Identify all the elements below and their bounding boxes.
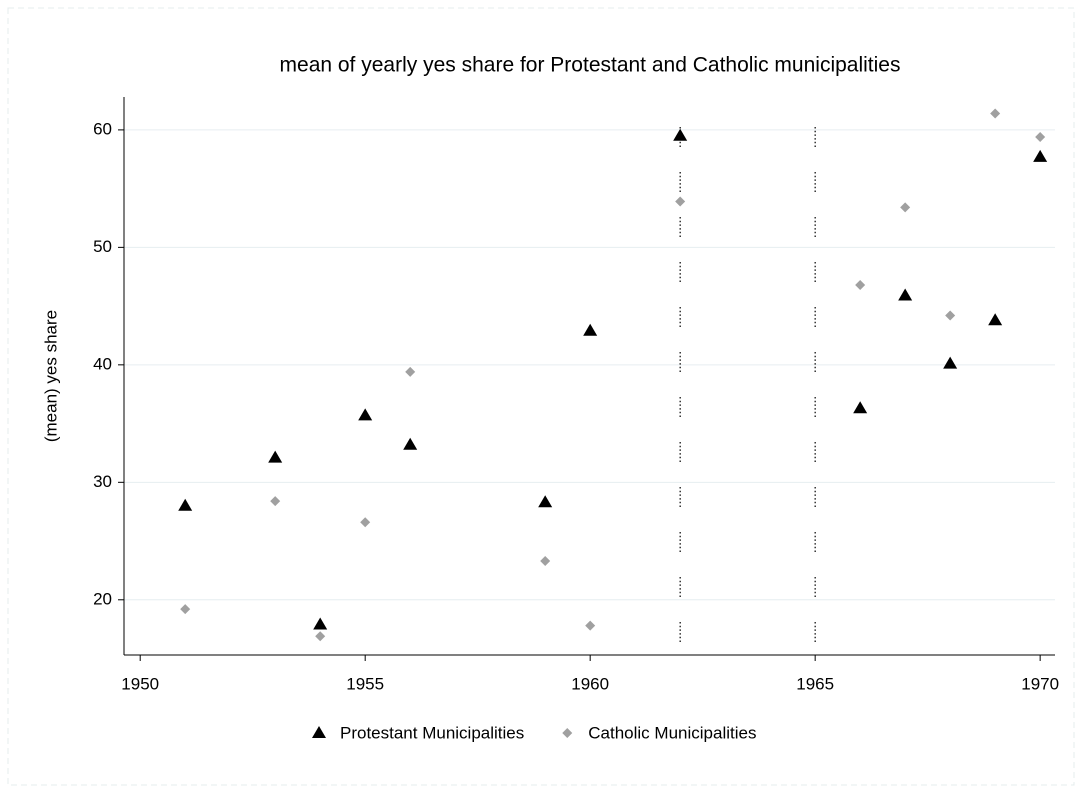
point xyxy=(945,310,956,321)
legend-label: Protestant Municipalities xyxy=(340,723,524,742)
point xyxy=(360,517,371,528)
point xyxy=(313,617,328,630)
y-tick-label: 20 xyxy=(93,589,112,608)
x-tick-label: 1950 xyxy=(121,674,159,693)
point xyxy=(673,128,688,141)
point xyxy=(583,323,598,336)
point xyxy=(675,196,686,207)
frame xyxy=(7,7,1075,786)
point xyxy=(988,313,1003,326)
legend-marker xyxy=(562,728,573,738)
legend-marker xyxy=(312,726,326,738)
point xyxy=(538,495,553,508)
point xyxy=(180,604,191,615)
y-axis-label: (mean) yes share xyxy=(41,310,60,442)
point xyxy=(853,401,868,414)
point xyxy=(405,366,416,377)
y-tick-label: 40 xyxy=(93,354,112,373)
y-tick-label: 30 xyxy=(93,472,112,491)
point xyxy=(943,356,958,369)
x-tick-label: 1970 xyxy=(1021,674,1059,693)
point xyxy=(900,202,911,213)
point xyxy=(178,498,193,511)
y-tick-label: 60 xyxy=(93,119,112,138)
x-tick-label: 1965 xyxy=(796,674,834,693)
point xyxy=(855,279,866,290)
point xyxy=(403,437,418,450)
legend-label: Catholic Municipalities xyxy=(588,723,756,742)
point xyxy=(270,496,281,507)
chart-title: mean of yearly yes share for Protestant … xyxy=(280,54,901,77)
point xyxy=(315,631,326,642)
x-tick-label: 1955 xyxy=(346,674,384,693)
point xyxy=(268,450,283,463)
point xyxy=(540,556,551,567)
x-tick-label: 1960 xyxy=(571,674,609,693)
point xyxy=(898,288,913,301)
point xyxy=(358,408,373,421)
point xyxy=(1035,131,1046,142)
point xyxy=(585,620,596,631)
point xyxy=(990,108,1001,119)
point xyxy=(1033,149,1048,162)
y-tick-label: 50 xyxy=(93,237,112,256)
